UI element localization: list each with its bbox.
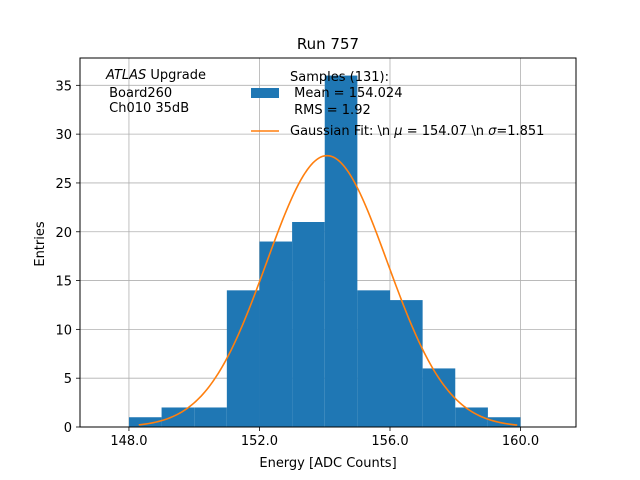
x-axis-label: Energy [ADC Counts] — [259, 456, 396, 471]
y-tick-label: 10 — [55, 323, 72, 338]
legend-samples-line-3: RMS = 1.92 — [290, 103, 371, 118]
histogram-bar — [455, 407, 488, 427]
x-tick-label: 152.0 — [241, 434, 278, 449]
annotation-atlas: ATLAS — [105, 68, 146, 83]
legend-fit-label: Gaussian Fit: \n μ = 154.07 \n σ=1.851 — [290, 124, 544, 139]
histogram-bars — [128, 75, 521, 428]
chart-title: Run 757 — [297, 35, 359, 53]
histogram-bar — [324, 75, 358, 428]
y-axis-label: Entries — [33, 221, 48, 267]
annotation-line-3: Ch010 35dB — [105, 101, 189, 116]
histogram-bar — [226, 290, 260, 427]
legend-samples-swatch — [251, 88, 279, 98]
legend-fit-mu-value: = 154.07 \n — [403, 124, 489, 139]
x-tick-label: 160.0 — [502, 434, 539, 449]
y-tick-label: 25 — [55, 177, 72, 192]
histogram-bar — [128, 417, 162, 427]
histogram-bar — [487, 417, 521, 427]
y-tick-label: 5 — [64, 372, 72, 387]
histogram-bar — [259, 241, 293, 427]
annotation-box: ATLAS Upgrade Board260 Ch010 35dB — [105, 68, 206, 116]
legend-fit-prefix: Gaussian Fit: \n — [290, 124, 394, 139]
histogram-bar — [390, 300, 423, 427]
axis-ticks: 148.0 152.0 156.0 160.0 0 5 10 15 20 25 30 35 — [55, 79, 539, 449]
x-tick-label: 148.0 — [110, 434, 147, 449]
legend: Samples (131): Mean = 154.024 RMS = 1.92… — [251, 70, 544, 139]
legend-samples-line-1: Samples (131): — [290, 70, 389, 85]
histogram-bar — [357, 290, 390, 427]
y-tick-label: 20 — [55, 226, 72, 241]
gaussian-fit — [138, 154, 518, 426]
legend-samples-line-2: Mean = 154.024 — [290, 86, 402, 101]
legend-fit-sigma-symbol: σ — [488, 124, 497, 139]
y-tick-label: 0 — [64, 421, 72, 436]
histogram-bar — [194, 407, 227, 427]
y-tick-label: 35 — [55, 79, 72, 94]
histogram-bar — [292, 222, 325, 427]
legend-fit-mu-symbol: μ — [393, 124, 402, 139]
y-tick-label: 30 — [55, 128, 72, 143]
x-tick-label: 156.0 — [371, 434, 408, 449]
annotation-upgrade: Upgrade — [146, 68, 206, 83]
axes-frame — [79, 57, 577, 428]
y-tick-label: 15 — [55, 275, 72, 290]
histogram-bar — [161, 407, 195, 427]
legend-fit-sigma-value: =1.851 — [496, 124, 544, 139]
annotation-line-1: ATLAS Upgrade — [105, 68, 206, 83]
gaussian-fit-line — [138, 154, 518, 426]
annotation-line-2: Board260 — [105, 86, 172, 101]
